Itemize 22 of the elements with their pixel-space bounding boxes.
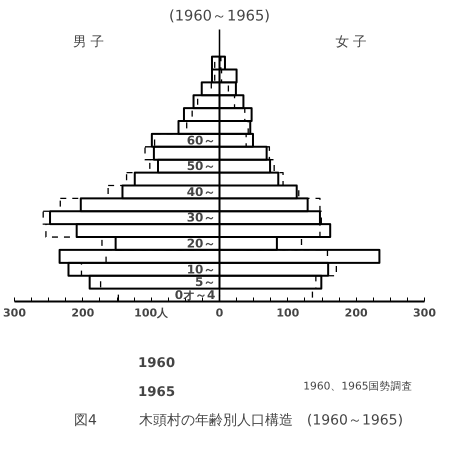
y-tick-label: 50～ (186, 159, 216, 174)
text: 1960、1965国勢調査 (303, 380, 413, 392)
y-tick-label: 10～ (186, 262, 216, 276)
x-tick-label: 100 (276, 306, 300, 320)
x-tick-label: 100人 (134, 306, 170, 320)
y-tick-label: 40～ (186, 184, 216, 199)
y-tick-label: 20～ (186, 236, 216, 250)
y-tick-label: 5～ (195, 275, 216, 290)
y-tick-label: 30～ (186, 210, 216, 225)
x-tick-label: 200 (71, 306, 95, 320)
x-tick-label: 300 (3, 306, 26, 320)
x-tick-label: 0 (216, 306, 224, 320)
x-tick-label: 200 (344, 306, 368, 320)
text: 男 子 (73, 34, 104, 50)
y-tick-label: 60～ (186, 133, 216, 148)
text: 女 子 (336, 34, 366, 50)
caption: 図4 木頭村の年齢別人口構造 (1960～1965) (74, 412, 404, 428)
text: 1965 (138, 385, 176, 400)
x-tick-label: 300 (413, 306, 436, 320)
text: 1960 (138, 356, 176, 371)
y-tick-label: 0オ～4 (174, 288, 216, 302)
chart-title: (1960～1965) (168, 8, 270, 24)
